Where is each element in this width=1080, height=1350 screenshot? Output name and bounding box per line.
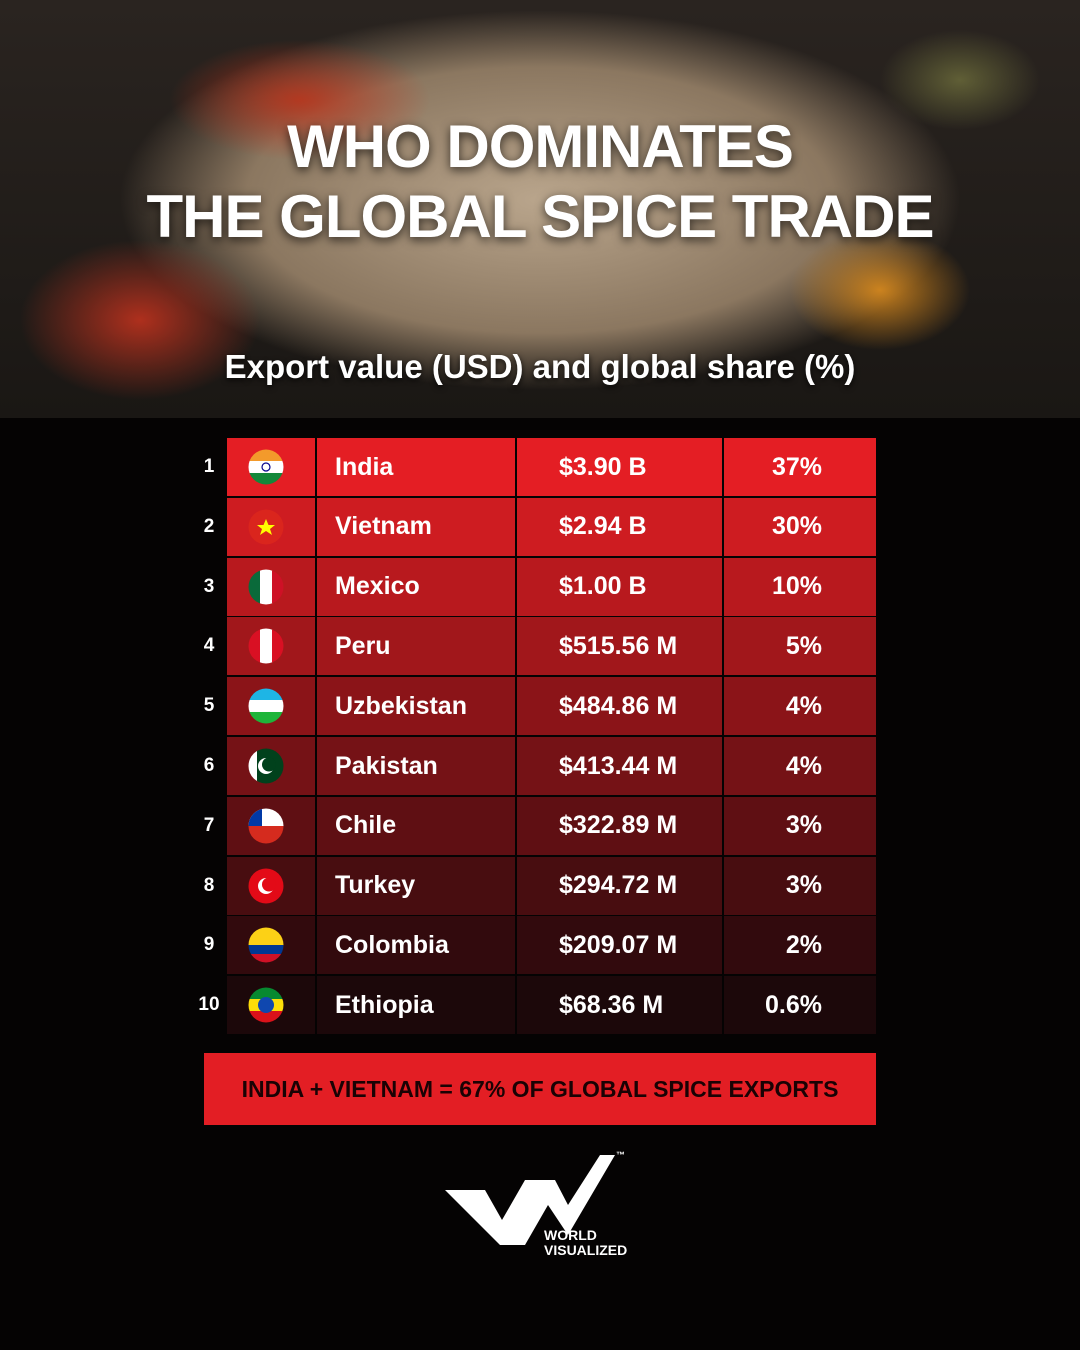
hero-background bbox=[0, 0, 1080, 418]
share: 5% bbox=[724, 617, 876, 676]
export-value: $3.90 B bbox=[517, 438, 722, 496]
flag bbox=[248, 748, 284, 784]
export-value: $294.72 M bbox=[517, 856, 722, 915]
export-value: $1.00 B bbox=[517, 557, 722, 616]
subtitle: Export value (USD) and global share (%) bbox=[224, 348, 856, 385]
flag bbox=[248, 509, 284, 545]
flag-icon bbox=[248, 628, 284, 664]
rank: 5 bbox=[203, 695, 215, 717]
rank: 2 bbox=[203, 515, 215, 537]
export-value: $484.86 M bbox=[517, 677, 722, 736]
export-value: $413.44 M bbox=[517, 737, 722, 795]
flag-icon bbox=[248, 868, 284, 904]
title-line: WHO DOMINATES bbox=[287, 113, 794, 180]
rank: 1 bbox=[203, 456, 215, 477]
flag bbox=[248, 808, 284, 844]
share: 37% bbox=[724, 438, 876, 496]
logo-mark bbox=[445, 1155, 615, 1245]
share: 3% bbox=[724, 796, 876, 855]
flag bbox=[248, 449, 284, 485]
rank: 8 bbox=[203, 874, 215, 896]
rank: 10 bbox=[198, 994, 220, 1016]
country: India bbox=[317, 438, 515, 496]
country: Ethiopia bbox=[317, 976, 515, 1035]
rank: 3 bbox=[203, 575, 215, 597]
flag-icon bbox=[248, 449, 284, 485]
flag bbox=[248, 628, 284, 664]
country: Colombia bbox=[317, 916, 515, 975]
export-value: $209.07 M bbox=[517, 916, 722, 975]
flag-icon bbox=[248, 987, 284, 1023]
share: 10% bbox=[724, 557, 876, 616]
flag bbox=[248, 927, 284, 963]
country: Turkey bbox=[317, 856, 515, 915]
logo-tm: ™ bbox=[616, 1150, 625, 1160]
banner: INDIA + VIETNAM = 67% OF GLOBAL SPICE EX… bbox=[204, 1053, 876, 1125]
flag bbox=[248, 868, 284, 904]
share: 3% bbox=[724, 856, 876, 915]
share: 0.6% bbox=[724, 976, 876, 1035]
flag-icon bbox=[248, 688, 284, 724]
title-line: THE GLOBAL SPICE TRADE bbox=[146, 183, 935, 250]
share: 4% bbox=[724, 677, 876, 736]
rank: 7 bbox=[203, 814, 215, 836]
flag-icon bbox=[248, 569, 284, 605]
export-value: $2.94 B bbox=[517, 497, 722, 556]
export-value: $68.36 M bbox=[517, 976, 722, 1035]
rank: 9 bbox=[203, 934, 215, 956]
country: Vietnam bbox=[317, 497, 515, 556]
flag bbox=[248, 987, 284, 1023]
flag-icon bbox=[248, 927, 284, 963]
share: 2% bbox=[724, 916, 876, 975]
share: 30% bbox=[724, 497, 876, 556]
rank: 4 bbox=[203, 635, 215, 657]
flag-icon bbox=[248, 808, 284, 844]
country: Uzbekistan bbox=[317, 677, 515, 736]
logo-text: WORLD bbox=[544, 1227, 597, 1243]
export-value: $515.56 M bbox=[517, 617, 722, 676]
logo-text: VISUALIZED bbox=[544, 1242, 628, 1258]
flag bbox=[248, 569, 284, 605]
flag bbox=[248, 688, 284, 724]
country: Pakistan bbox=[317, 737, 515, 795]
flag-icon bbox=[248, 509, 284, 545]
flag-icon bbox=[248, 748, 284, 784]
export-value: $322.89 M bbox=[517, 796, 722, 855]
rank: 6 bbox=[203, 755, 215, 776]
country: Mexico bbox=[317, 557, 515, 616]
share: 4% bbox=[724, 737, 876, 795]
country: Chile bbox=[317, 796, 515, 855]
country: Peru bbox=[317, 617, 515, 676]
